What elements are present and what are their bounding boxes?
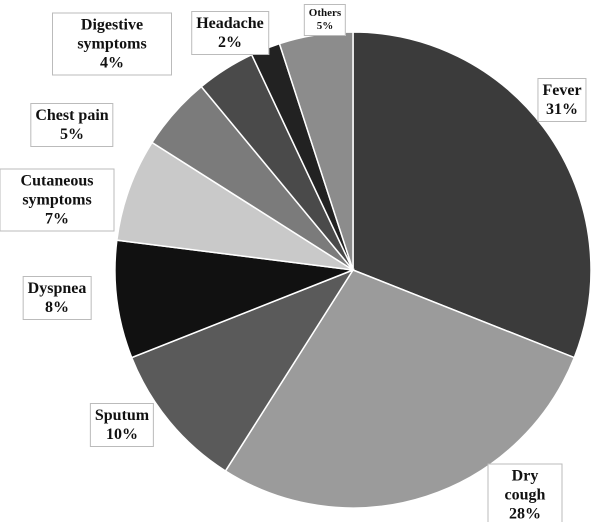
label-text: Others bbox=[308, 7, 342, 19]
label-text: Sputum bbox=[94, 407, 150, 424]
slice-label: Fever 31% bbox=[537, 78, 587, 122]
label-text: Headache bbox=[196, 15, 264, 32]
label-text: Cutaneous symptoms bbox=[20, 172, 94, 209]
pie-slice bbox=[352, 31, 592, 359]
slice-label: Sputum 10% bbox=[89, 403, 155, 447]
label-text: 2% bbox=[217, 34, 242, 51]
label-text: Chest pain bbox=[35, 107, 109, 124]
label-text: Dry cough bbox=[504, 467, 546, 504]
slice-label: Digestive symptoms 4% bbox=[52, 12, 172, 76]
label-text: 8% bbox=[45, 299, 69, 316]
pie-slice bbox=[114, 239, 354, 359]
label-text: 31% bbox=[545, 101, 578, 118]
slice-label: Chest pain 5% bbox=[30, 103, 114, 147]
slice-label: Dry cough 28% bbox=[487, 463, 563, 522]
label-text: 4% bbox=[100, 54, 124, 72]
label-text: 10% bbox=[106, 426, 138, 443]
label-text: Fever bbox=[542, 82, 582, 99]
pie-slice bbox=[224, 269, 576, 509]
label-text: 5% bbox=[59, 126, 84, 143]
slice-label: Dyspnea 8% bbox=[22, 276, 92, 320]
slice-label: Headache 2% bbox=[191, 11, 269, 55]
label-text: Dyspnea bbox=[27, 280, 87, 297]
slice-label: Others 5% bbox=[303, 4, 347, 36]
slice-label: Cutaneous symptoms 7% bbox=[0, 168, 115, 232]
label-text: 5% bbox=[316, 20, 334, 32]
pie-slice bbox=[130, 268, 355, 472]
label-text: Digestive symptoms bbox=[77, 16, 147, 53]
label-text: 7% bbox=[45, 210, 69, 228]
pie-slice bbox=[116, 141, 354, 271]
label-text: 28% bbox=[509, 505, 541, 522]
